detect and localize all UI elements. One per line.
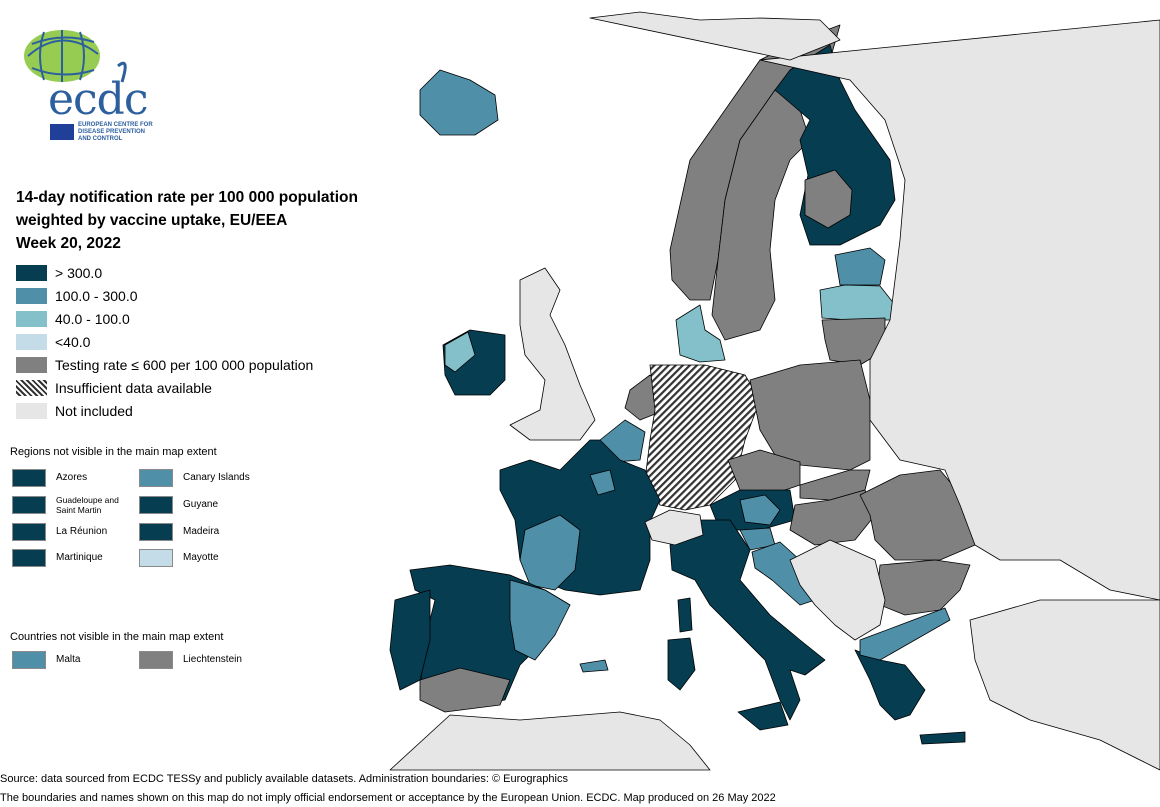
region-spain-south	[419, 667, 511, 713]
region-ireland-west	[444, 331, 476, 373]
legend-label: 100.0 - 300.0	[55, 288, 138, 304]
region-italy	[669, 519, 826, 721]
region-portugal	[389, 589, 431, 691]
legend-swatch	[12, 496, 46, 514]
region-label: Martinique	[56, 552, 103, 563]
legend-swatch	[139, 496, 173, 514]
region-label: Canary Islands	[183, 472, 250, 483]
region-estonia	[834, 247, 886, 286]
globe-icon	[24, 30, 127, 83]
legend-swatch	[12, 469, 46, 487]
legend-swatch	[12, 549, 46, 567]
regions-heading: Regions not visible in the main map exte…	[10, 446, 217, 458]
region-spain-northeast	[509, 579, 571, 661]
region-austria-west	[739, 494, 781, 526]
legend-swatch	[16, 357, 47, 373]
disclaimer-note: The boundaries and names shown on this m…	[0, 792, 776, 804]
region-western-balkans	[789, 539, 886, 641]
region-iceland	[419, 69, 499, 136]
region-latvia	[819, 284, 896, 321]
map-title-line-1: 14-day notification rate per 100 000 pop…	[16, 189, 358, 206]
map-title-line-3: Week 20, 2022	[16, 235, 121, 252]
region-france-southwest	[519, 514, 581, 591]
ecdc-wordmark: ecdc	[48, 74, 148, 125]
region-greece	[854, 649, 926, 721]
region-france-east	[589, 469, 616, 496]
legend-label: > 300.0	[55, 265, 103, 281]
region-label: Azores	[56, 472, 88, 483]
eu-flag-icon	[50, 124, 74, 140]
region-label: Guadeloupe and Saint Martin	[56, 495, 119, 515]
legend-swatch	[12, 523, 46, 541]
legend-label: Insufficient data available	[55, 380, 212, 396]
legend-swatch-hatched	[16, 380, 47, 396]
region-crete	[919, 731, 966, 745]
region-svalbard-russia-north	[589, 11, 841, 61]
map-title: 14-day notification rate per 100 000 pop…	[16, 186, 358, 255]
region-turkey	[969, 599, 1160, 771]
region-greece-north	[859, 607, 951, 661]
region-croatia	[751, 541, 816, 606]
legend-label: <40.0	[55, 334, 91, 350]
country-label: Liechtenstein	[183, 654, 242, 665]
ecdc-org-name: EUROPEAN CENTRE FOR DISEASE PREVENTION A…	[78, 122, 153, 142]
region-label: La Réunion	[56, 526, 108, 537]
legend-swatch	[139, 523, 173, 541]
region-hungary	[789, 489, 876, 546]
legend-swatch	[16, 334, 47, 350]
countries-heading: Countries not visible in the main map ex…	[10, 631, 224, 643]
legend-swatch	[12, 651, 46, 669]
region-label: Mayotte	[183, 552, 219, 563]
region-denmark	[675, 304, 726, 363]
region-russia-belarus-ukraine	[759, 19, 1160, 601]
region-united-kingdom	[509, 267, 596, 441]
region-sicily	[737, 701, 789, 731]
legend-label: Not included	[55, 403, 133, 419]
region-label: Guyane	[183, 499, 219, 510]
region-balearic-islands	[579, 659, 609, 673]
map-title-line-2: weighted by vaccine uptake, EU/EEA	[16, 212, 288, 229]
region-label: Madeira	[183, 526, 220, 537]
region-finland-central	[804, 169, 853, 229]
legend-swatch	[139, 651, 173, 669]
legend-swatch	[139, 549, 173, 567]
region-switzerland	[644, 509, 704, 546]
legend-swatch	[16, 288, 47, 304]
country-label: Malta	[56, 654, 81, 665]
region-sardinia	[667, 637, 696, 691]
ecdc-logo	[22, 26, 162, 146]
legend-label: 40.0 - 100.0	[55, 311, 130, 327]
region-north-africa	[389, 711, 711, 771]
region-romania	[859, 469, 976, 561]
legend-swatch	[16, 265, 47, 281]
legend-swatch	[16, 403, 47, 419]
source-note: Source: data sourced from ECDC TESSy and…	[0, 773, 568, 785]
legend-label: Testing rate ≤ 600 per 100 000 populatio…	[55, 357, 314, 373]
legend-swatch	[16, 311, 47, 327]
region-corsica	[677, 597, 693, 633]
legend-swatch	[139, 469, 173, 487]
region-poland	[749, 359, 871, 471]
